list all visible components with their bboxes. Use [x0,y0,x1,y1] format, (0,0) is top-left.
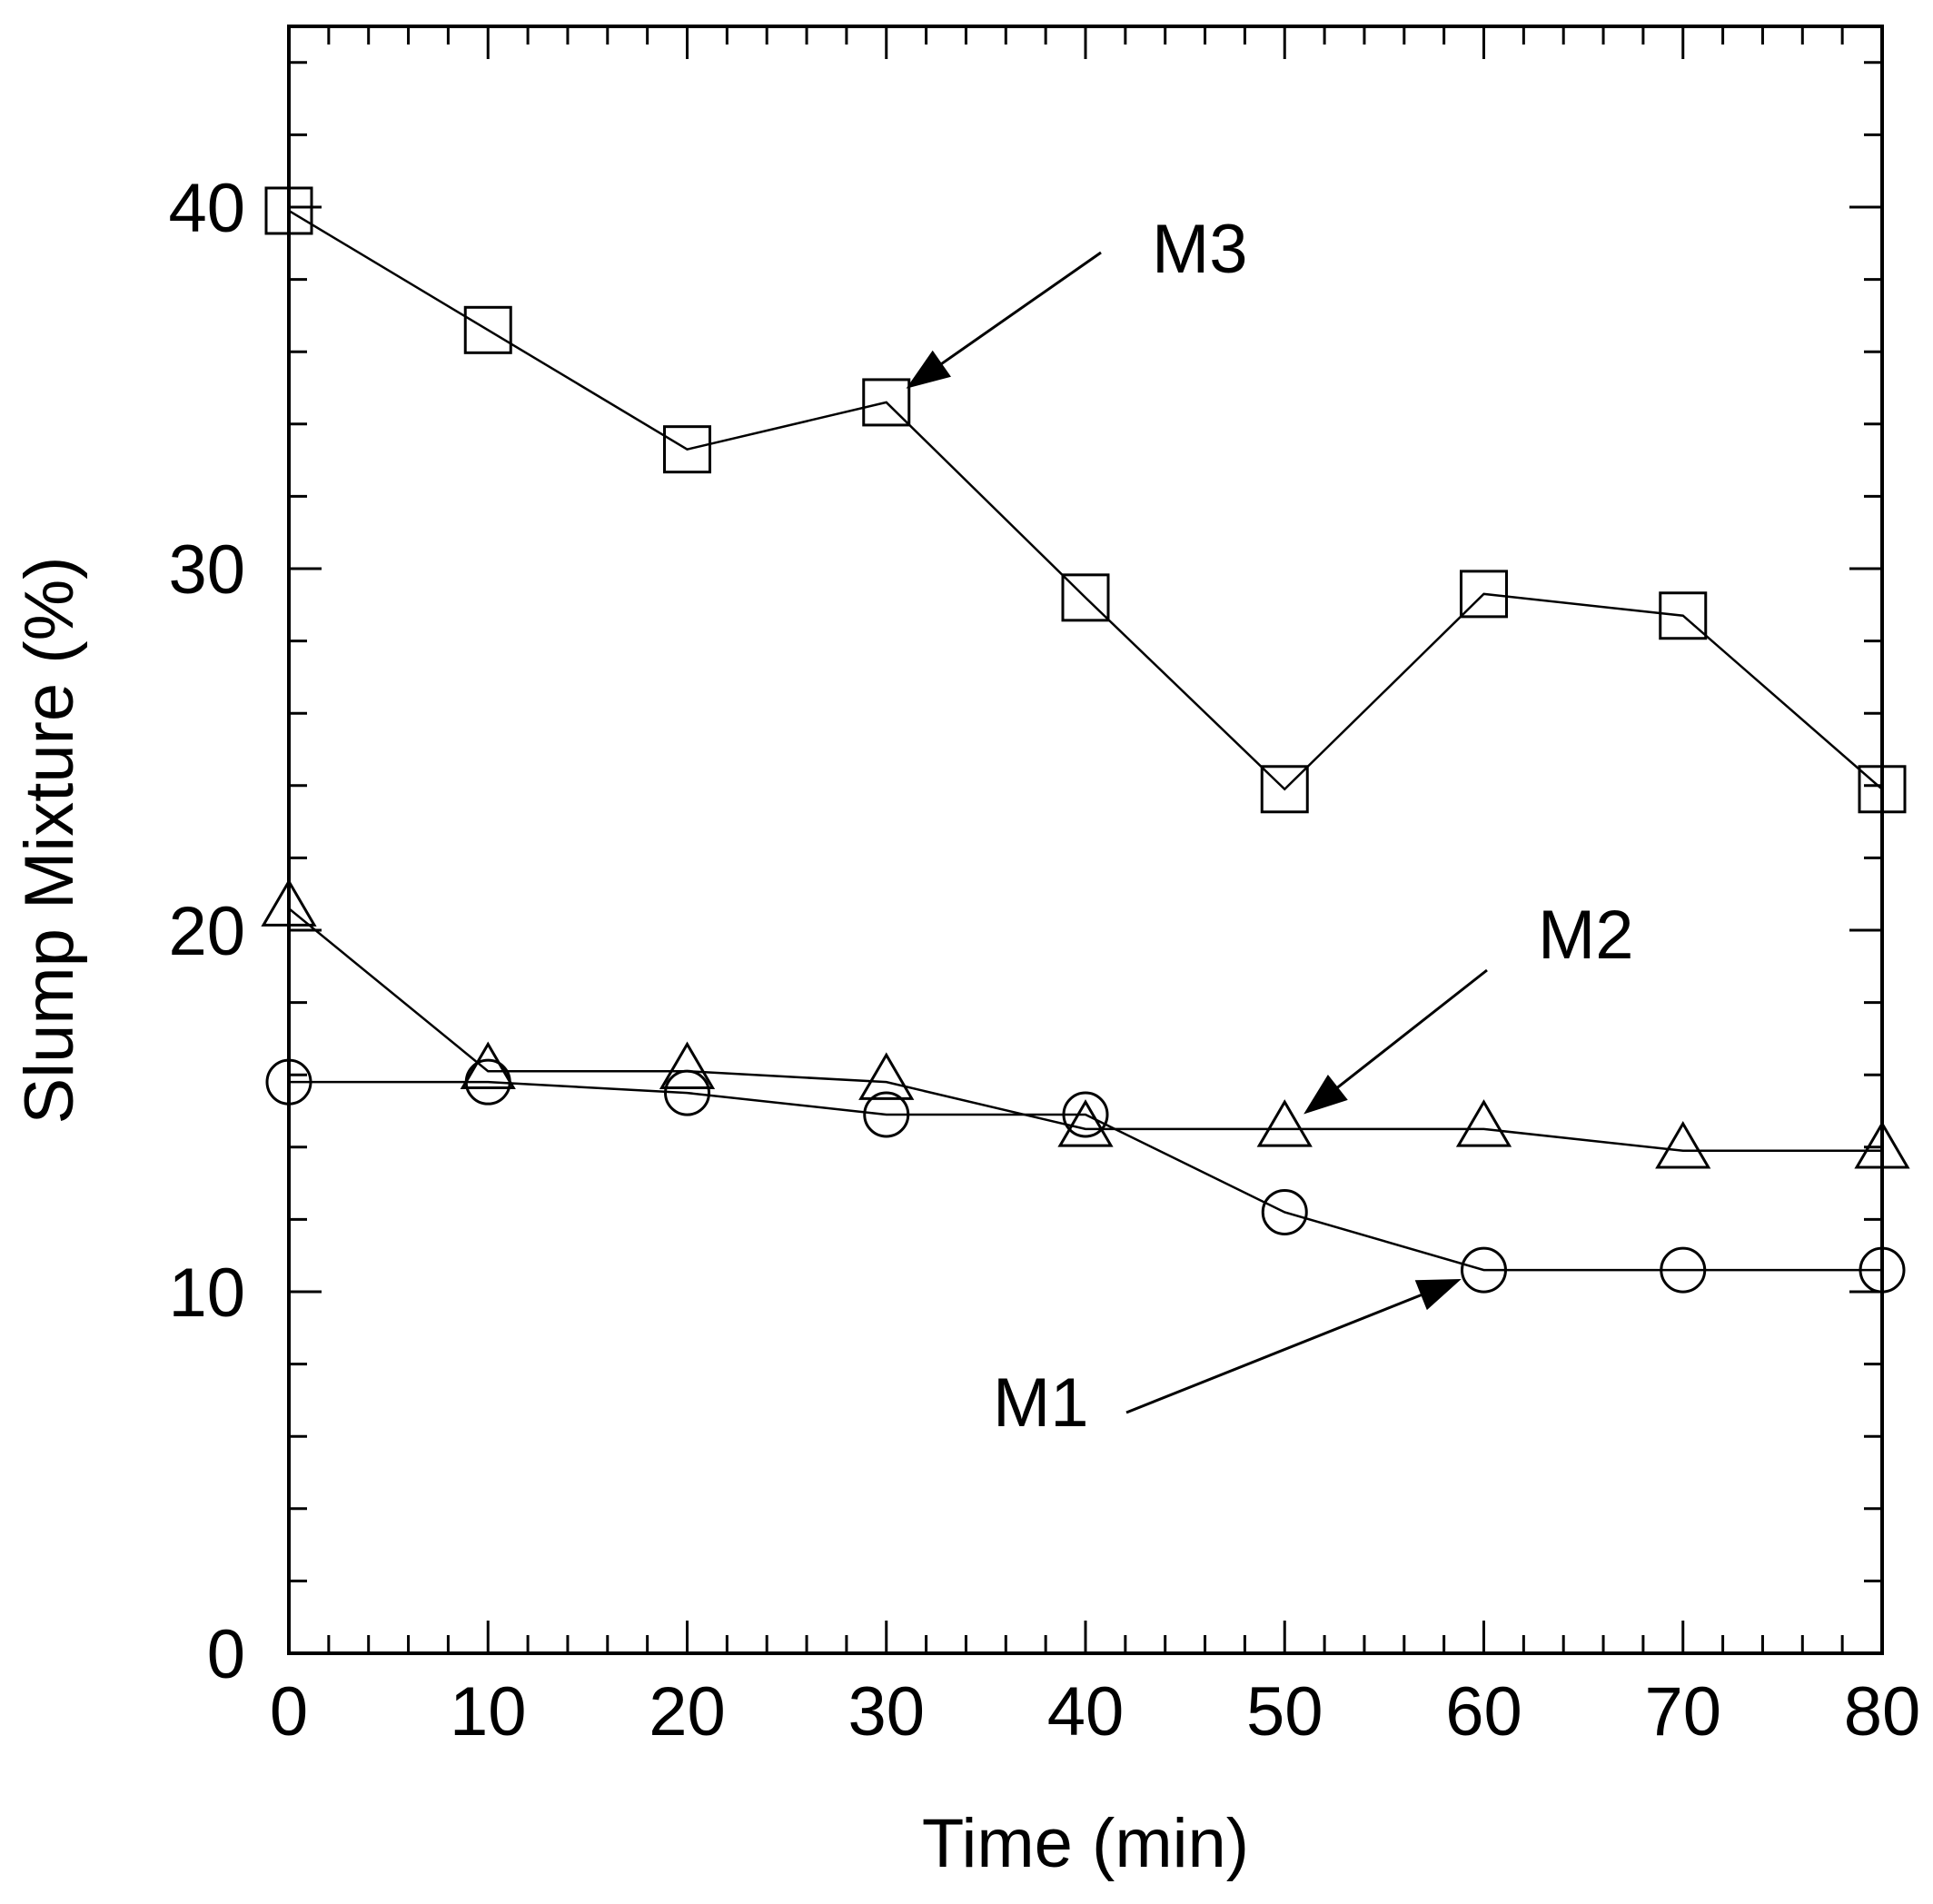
m3-arrow-head [906,350,951,389]
m1-arrow-line [1125,1294,1422,1414]
series-m2 [261,878,1910,1169]
m3-point [1061,573,1110,622]
m1-arrow-head [1414,1278,1462,1311]
m3-point [663,425,711,474]
m3-point [1858,765,1907,814]
m3-point [862,378,911,427]
m2-point [1256,1099,1313,1147]
m1-label: M1 [993,1364,1089,1442]
m3-point [1260,765,1309,814]
m2-point [1455,1099,1512,1147]
x-tick-label: 70 [1644,1673,1721,1750]
m1-point [1859,1246,1906,1294]
m2-point [261,878,317,927]
m1-point [863,1091,910,1138]
m3-line [288,209,1883,791]
m3-point [463,305,512,354]
series-layer [261,186,1910,1294]
y-tick-label: 40 [168,170,245,247]
axis-ticks [287,26,1884,1655]
m2-point [1655,1121,1711,1169]
y-tick-label: 0 [207,1616,245,1693]
x-tick-label: 0 [270,1673,308,1750]
m2-label: M2 [1538,897,1634,974]
m2-line [288,907,1882,1153]
m2-point [659,1041,716,1089]
annotation-m2: M2 [1304,897,1634,1115]
m3-point [1460,570,1508,619]
m1-point [1461,1246,1507,1294]
m2-point [1057,1099,1114,1147]
y-tick-labels: 0 10 20 30 40 [168,170,245,1693]
m2-point [1854,1121,1910,1169]
m1-point [1261,1188,1308,1235]
m1-point [1660,1246,1707,1294]
x-tick-label: 60 [1445,1673,1522,1750]
x-axis-title: Time (min) [922,1805,1249,1882]
x-tick-label: 40 [1047,1673,1125,1750]
y-tick-label: 30 [168,531,245,609]
x-tick-labels: 0 10 20 30 40 50 60 70 80 [270,1673,1920,1750]
y-tick-label: 10 [168,1254,245,1332]
series-m1 [265,1058,1906,1294]
m3-point [264,186,313,235]
x-tick-label: 20 [649,1673,726,1750]
y-axis-title: Slump Mixture (%) [11,557,88,1125]
m1-point [1062,1091,1109,1138]
x-tick-label: 10 [450,1673,527,1750]
m3-arrow-line [940,251,1102,365]
m2-arrow-head [1304,1074,1348,1115]
y-tick-label: 20 [168,893,245,970]
m3-point [1659,591,1708,640]
m2-point [460,1041,516,1089]
m2-point [858,1052,915,1100]
series-m3 [264,186,1907,814]
m1-line [289,1080,1882,1272]
annotation-m1: M1 [993,1278,1462,1442]
m1-point [265,1058,312,1106]
x-tick-label: 50 [1246,1673,1323,1750]
annotation-m3: M3 [906,211,1248,389]
x-tick-label: 80 [1844,1673,1921,1750]
x-tick-label: 30 [848,1673,925,1750]
m2-arrow-line [1336,968,1488,1089]
m3-label: M3 [1152,211,1248,288]
annotations: M3 M2 M1 [906,211,1634,1442]
